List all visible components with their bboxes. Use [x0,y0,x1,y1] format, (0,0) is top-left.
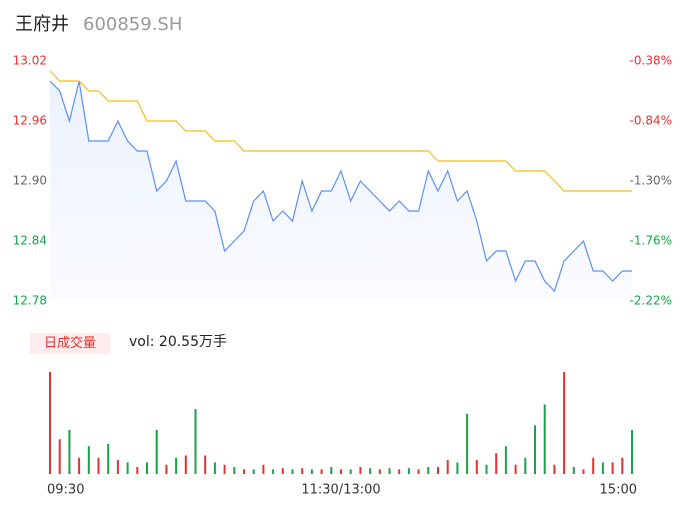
volume-bar [107,443,110,474]
chart-title: 王府井 [15,14,69,35]
y2-tick-label: -0.84% [630,114,672,128]
volume-bar [340,469,342,474]
volume-bar [553,464,556,474]
volume-bar [592,457,595,474]
volume-bar [184,455,187,474]
volume-bar [456,462,459,474]
volume-bar [582,469,585,474]
average-line [49,70,632,192]
y-tick-label: 12.90 [13,174,47,188]
volume-bar [155,429,158,474]
volume-bar [543,404,546,474]
volume-bar [146,462,148,474]
y2-tick-label: -0.38% [630,54,672,68]
volume-bar [87,446,90,474]
volume-bar [485,464,488,474]
volume-bar [320,469,323,474]
volume-bar [563,372,566,474]
volume-bar [446,460,449,474]
y-tick-label: 12.84 [13,234,47,248]
y-tick-label: 13.02 [13,54,47,68]
volume-bar [398,469,401,474]
x-tick-label: 11:30/13:00 [301,483,380,498]
y2-tick-label: -2.22% [630,294,672,308]
volume-bar [495,453,498,474]
volume-bar [136,467,139,474]
volume-bar [330,467,333,474]
volume-bar [631,429,633,474]
x-tick-label: 15:00 [600,483,637,498]
y2-tick-label: -1.76% [630,234,672,248]
volume-bar [194,409,197,474]
volume-bar [369,468,372,474]
chart-subtitle: 600859.SH [83,14,182,35]
volume-bar [68,429,71,474]
volume-bar [601,462,604,474]
y-tick-label: 12.96 [13,114,47,128]
volume-bar [97,457,100,474]
volume-bar [621,457,624,474]
volume-bar [417,469,420,474]
volume-bar [165,464,168,474]
volume-text: vol: 20.55万手 [129,334,227,350]
x-tick-label: 09:30 [47,483,84,498]
volume-bar [611,462,614,474]
y-tick-label: 12.78 [13,294,47,308]
volume-label-bg [30,333,110,354]
volume-bar [514,464,517,474]
volume-bar [524,457,527,474]
volume-bar [378,469,381,474]
volume-bar [243,469,245,474]
volume-bar [272,469,275,474]
volume-bar [262,464,265,474]
volume-bar [359,467,362,474]
volume-bar [437,467,439,474]
volume-bar [116,460,119,474]
volume-bar [78,457,81,474]
volume-bar [310,469,313,474]
volume-bar [291,469,294,474]
volume-bar [466,413,469,474]
volume-bar [58,439,61,474]
volume-bar [475,460,478,474]
price-line [49,80,632,293]
volume-bar [213,462,216,474]
volume-bar [252,469,255,474]
volume-bar [126,462,129,474]
volume-bar [233,467,236,474]
volume-bar [427,467,430,474]
volume-bar [49,372,51,474]
volume-bar [407,468,410,474]
volume-bar [349,469,352,474]
volume-bar [204,455,207,474]
volume-label: 日成交量 [44,335,96,351]
volume-bar [572,467,575,474]
volume-bar [534,425,536,474]
y2-tick-label: -1.30% [630,174,672,188]
volume-bar [301,468,304,474]
volume-bar [504,446,507,474]
volume-bar [223,464,226,474]
volume-bar [175,457,178,474]
volume-bar [281,468,284,474]
volume-bar [388,468,391,474]
price-area [50,81,632,301]
